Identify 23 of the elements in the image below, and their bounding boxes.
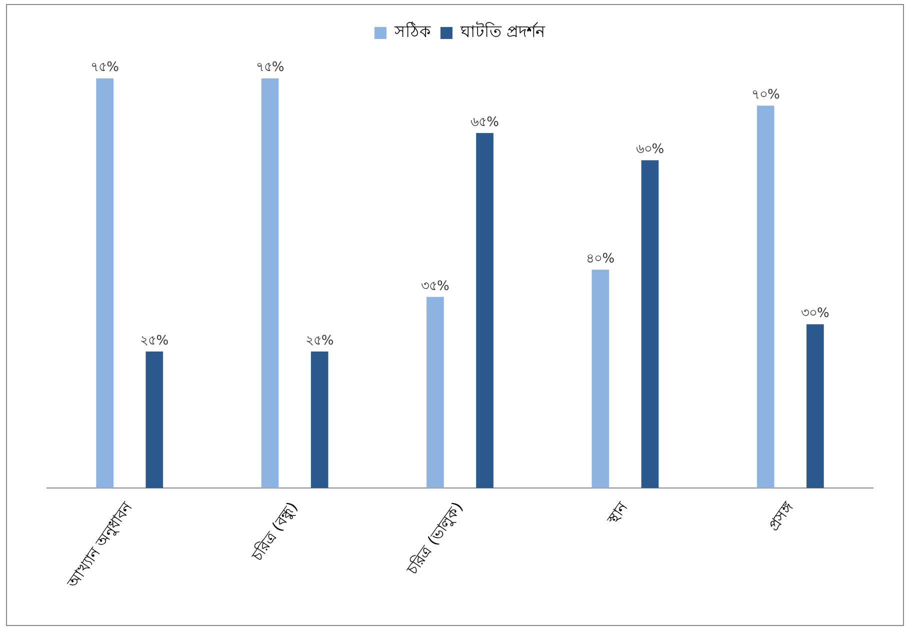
data-label: ৬০% bbox=[636, 142, 664, 158]
legend-label: সঠিক bbox=[393, 22, 432, 42]
data-label: ৭৫% bbox=[90, 60, 119, 76]
bar bbox=[641, 160, 659, 488]
data-label: ২৫% bbox=[140, 333, 169, 348]
bar bbox=[261, 78, 279, 488]
bar bbox=[476, 132, 494, 488]
bar bbox=[96, 78, 114, 488]
data-label: ৬৫% bbox=[470, 114, 499, 130]
bar bbox=[806, 324, 824, 488]
data-label: ৩৫% bbox=[421, 278, 450, 294]
legend-label: ঘাটতি প্রদর্শন bbox=[459, 22, 546, 42]
bar bbox=[592, 270, 610, 488]
data-label: ৭৫% bbox=[256, 60, 284, 76]
bar bbox=[310, 352, 328, 488]
data-label: ২৫% bbox=[305, 333, 334, 348]
data-label: ৪০% bbox=[586, 251, 615, 266]
x-tick-label: স্থান bbox=[603, 498, 632, 528]
data-label: ৭০% bbox=[751, 88, 780, 103]
bar bbox=[426, 296, 444, 488]
data-label: ৩০% bbox=[801, 306, 830, 322]
bar bbox=[756, 106, 774, 488]
bar bbox=[146, 352, 164, 488]
